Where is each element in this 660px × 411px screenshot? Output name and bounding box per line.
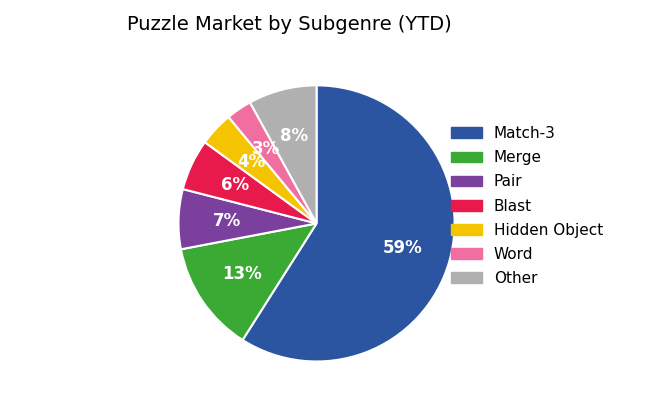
Wedge shape [205, 117, 317, 224]
Text: 6%: 6% [221, 176, 249, 194]
Wedge shape [250, 85, 317, 224]
Text: 59%: 59% [383, 240, 422, 257]
Text: 4%: 4% [237, 153, 265, 171]
Text: Puzzle Market by Subgenre (YTD): Puzzle Market by Subgenre (YTD) [127, 15, 451, 34]
Text: 3%: 3% [252, 140, 280, 158]
Wedge shape [243, 85, 455, 362]
Legend: Match-3, Merge, Pair, Blast, Hidden Object, Word, Other: Match-3, Merge, Pair, Blast, Hidden Obje… [445, 120, 609, 292]
Wedge shape [178, 189, 317, 249]
Wedge shape [183, 142, 317, 224]
Wedge shape [228, 102, 317, 224]
Text: 13%: 13% [222, 265, 262, 283]
Text: 7%: 7% [213, 212, 241, 230]
Wedge shape [181, 224, 317, 340]
Text: 8%: 8% [280, 127, 308, 145]
